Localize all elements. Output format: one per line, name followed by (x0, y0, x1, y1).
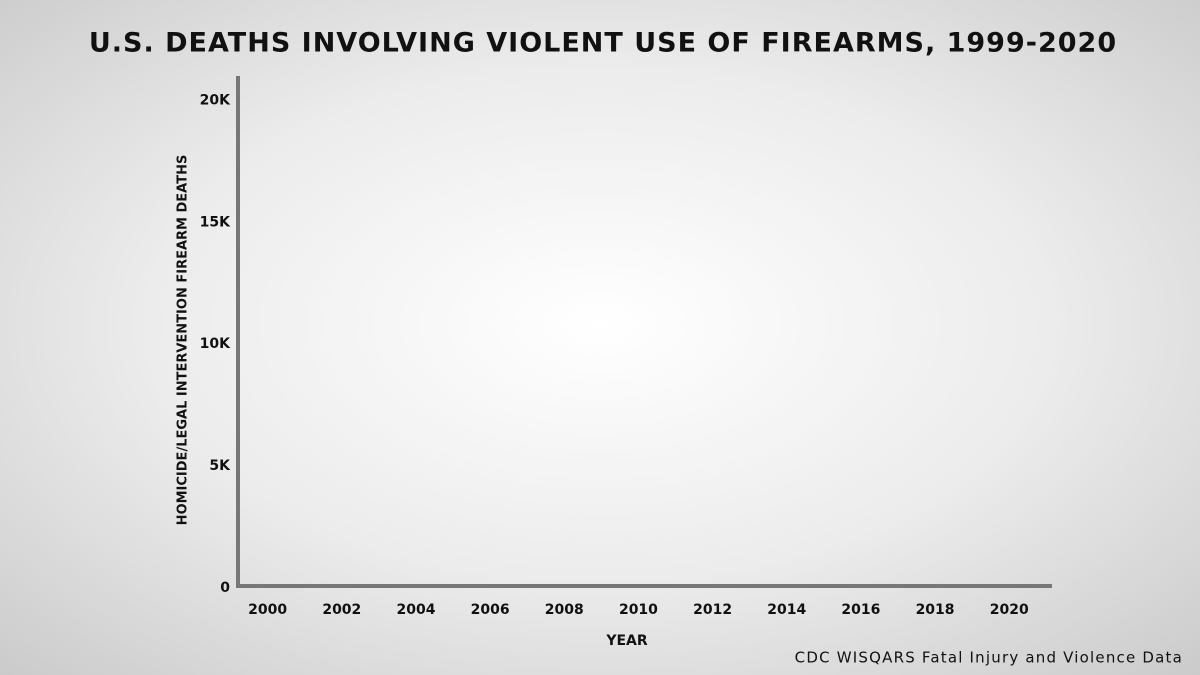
y-tick-label: 10K (200, 336, 231, 352)
x-tick-label: 2002 (322, 602, 361, 618)
x-tick-label: 2004 (396, 602, 435, 618)
x-tick-label: 2008 (545, 602, 584, 618)
y-tick-label: 0 (220, 580, 230, 596)
y-axis-label: HOMICIDE/LEGAL INTERVENTION FIREARM DEAT… (176, 155, 191, 526)
x-tick-label: 2014 (767, 602, 806, 618)
chart-title: U.S. DEATHS INVOLVING VIOLENT USE OF FIR… (89, 28, 1117, 59)
y-tick-label: 5K (209, 458, 231, 474)
x-tick-label: 2012 (693, 602, 732, 618)
x-tick-label: 2018 (916, 602, 955, 618)
x-tick-label: 2000 (248, 602, 287, 618)
x-tick-label: 2020 (990, 602, 1029, 618)
x-axis-label: YEAR (605, 633, 648, 649)
source-note: CDC WISQARS Fatal Injury and Violence Da… (795, 649, 1183, 667)
x-tick-label: 2006 (471, 602, 510, 618)
y-tick-label: 15K (200, 214, 231, 230)
y-tick-label: 20K (200, 92, 231, 108)
x-tick-label: 2010 (619, 602, 658, 618)
x-tick-label: 2016 (841, 602, 880, 618)
